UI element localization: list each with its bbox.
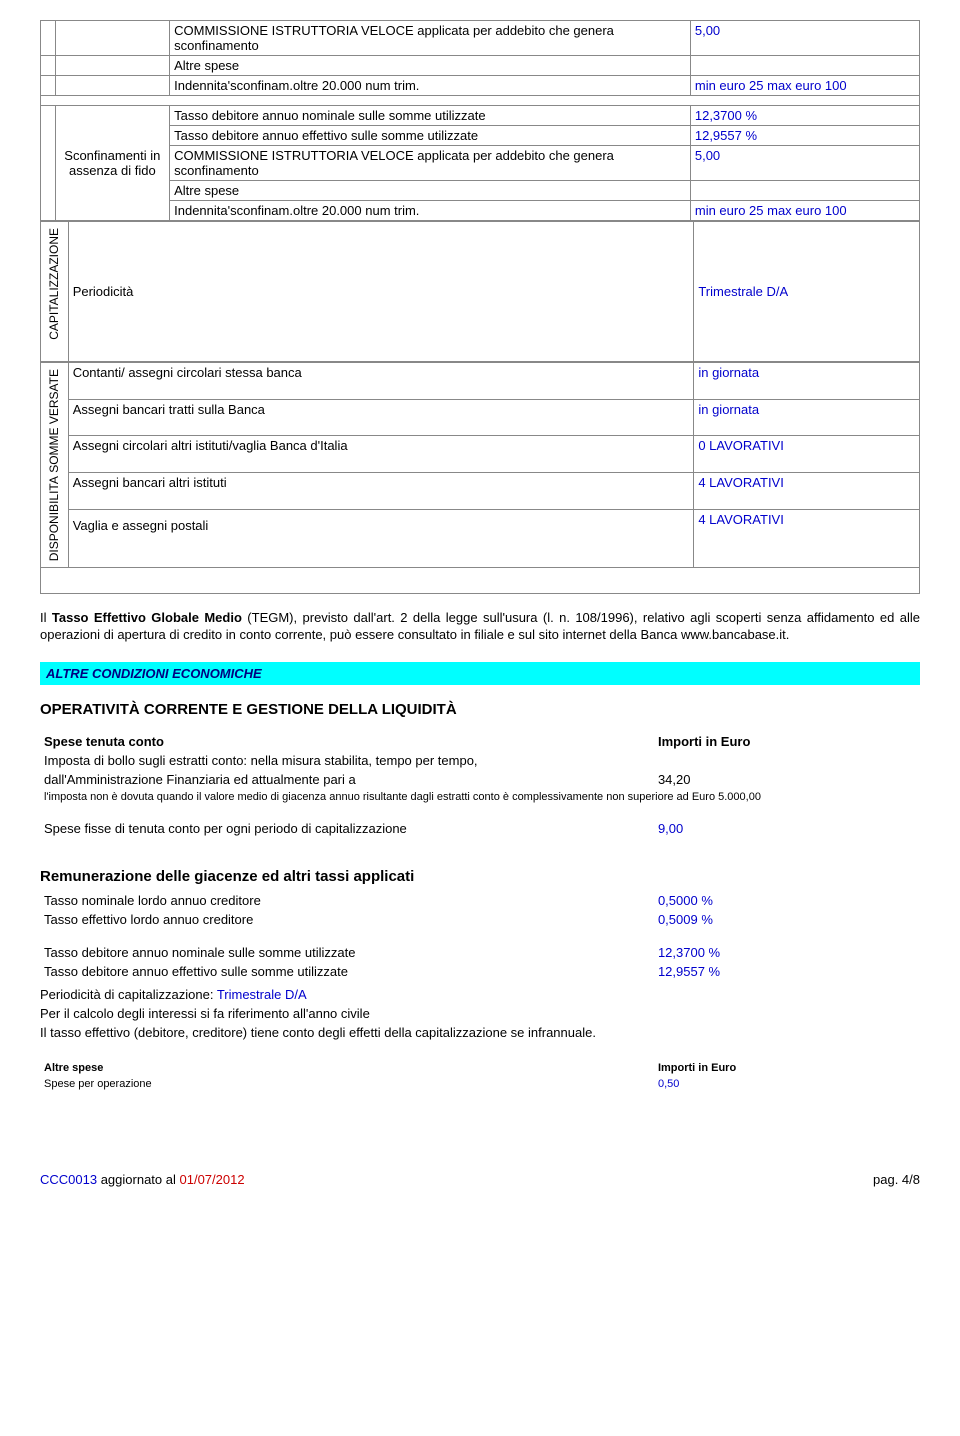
spese-fisse-label: Spese fisse di tenuta conto per ogni per… [44, 821, 407, 836]
calc-text: Per il calcolo degli interessi si fa rif… [40, 1006, 920, 1021]
disponibilita-vlabel1: DISPONIBILITA [47, 476, 61, 561]
altre-condizioni-header: ALTRE CONDIZIONI ECONOMICHE [40, 662, 920, 685]
remunerazione-title: Remunerazione delle giacenze ed altri ta… [40, 868, 920, 885]
disp-row-l: Assegni bancari altri istituti [73, 475, 227, 490]
disp-row-r: in giornata [698, 365, 759, 380]
footer-text: aggiornato al [97, 1172, 179, 1187]
indennita2-value: min euro 25 max euro 100 [695, 203, 847, 218]
indennita2-label: Indennita'sconfinam.oltre 20.000 num tri… [174, 203, 419, 218]
spese-op-label: Spese per operazione [44, 1078, 152, 1090]
disp-row-l: Assegni circolari altri istituti/vaglia … [73, 438, 348, 453]
imposta-line1: Imposta di bollo sugli estratti conto: n… [44, 753, 478, 768]
footer-page: pag. 4/8 [873, 1172, 920, 1187]
periodicita-value: Trimestrale D/A [698, 284, 788, 299]
spese-fisse-value: 9,00 [658, 821, 683, 836]
tasso-effettivo-label: Tasso debitore annuo effettivo sulle som… [174, 128, 478, 143]
altre-spese-title: Altre spese [44, 1062, 103, 1074]
commission2-value: 5,00 [695, 148, 720, 163]
indennita-label: Indennita'sconfinam.oltre 20.000 num tri… [174, 78, 419, 93]
disp-row-r: 4 LAVORATIVI [698, 512, 784, 527]
imposta-line2: dall'Amministrazione Finanziaria ed attu… [44, 772, 356, 787]
imposta-note: l'imposta non è dovuta quando il valore … [44, 791, 761, 803]
tegm-paragraph: Il Tasso Effettivo Globale Medio (TEGM),… [40, 610, 920, 644]
spese-tenuta-table: Spese tenuta conto Importi in Euro Impos… [40, 732, 920, 805]
rem-row-l: Tasso debitore annuo effettivo sulle som… [44, 964, 348, 979]
disponibilita-vlabel2: SOMME VERSATE [47, 369, 61, 473]
altre-spese-importi: Importi in Euro [658, 1062, 736, 1074]
footer-code: CCC0013 [40, 1172, 97, 1187]
imposta-value: 34,20 [658, 772, 691, 787]
spese-tenuta-title: Spese tenuta conto [44, 734, 164, 749]
importi-header: Importi in Euro [658, 734, 750, 749]
rem-row-r: 0,5000 % [658, 893, 713, 908]
tegm-bold: Tasso Effettivo Globale Medio [52, 610, 242, 625]
rem-row-l: Tasso debitore annuo nominale sulle somm… [44, 945, 355, 960]
rem-row-r: 12,3700 % [658, 945, 720, 960]
remunerazione-table2: Tasso debitore annuo nominale sulle somm… [40, 943, 920, 981]
spese-fisse-table: Spese fisse di tenuta conto per ogni per… [40, 819, 920, 838]
footer-date: 01/07/2012 [180, 1172, 245, 1187]
disponibilita-table: DISPONIBILITA SOMME VERSATE Contanti/ as… [40, 362, 920, 594]
rem-row-r: 0,5009 % [658, 912, 713, 927]
remunerazione-table1: Tasso nominale lordo annuo creditore 0,5… [40, 891, 920, 929]
disp-row-r: 0 LAVORATIVI [698, 438, 784, 453]
rem-row-l: Tasso nominale lordo annuo creditore [44, 893, 261, 908]
rem-row-l: Tasso effettivo lordo annuo creditore [44, 912, 253, 927]
disp-row-r: in giornata [698, 402, 759, 417]
altre-spese2-label: Altre spese [174, 183, 239, 198]
commission2-label: COMMISSIONE ISTRUTTORIA VELOCE applicata… [174, 148, 614, 178]
operativita-header: OPERATIVITÀ CORRENTE E GESTIONE DELLA LI… [40, 701, 920, 718]
page-footer: CCC0013 aggiornato al 01/07/2012 pag. 4/… [40, 1172, 920, 1187]
tasso-effettivo-value: 12,9557 % [695, 128, 757, 143]
tasso-nominale-label: Tasso debitore annuo nominale sulle somm… [174, 108, 485, 123]
indennita-value: min euro 25 max euro 100 [695, 78, 847, 93]
commission-text: COMMISSIONE ISTRUTTORIA VELOCE applicata… [174, 23, 614, 53]
periodicita-label: Periodicità [73, 284, 134, 299]
tasso-nominale-value: 12,3700 % [695, 108, 757, 123]
periodicita-table: CAPITALIZZAZIONE Periodicità Trimestrale… [40, 221, 920, 362]
cap-label: Periodicità di capitalizzazione: [40, 987, 217, 1002]
disp-row-r: 4 LAVORATIVI [698, 475, 784, 490]
sconfinamenti-label: Sconfinamenti in assenza di fido [64, 148, 160, 178]
altre-spese-table: Altre spese Importi in Euro Spese per op… [40, 1060, 920, 1092]
altre-spese-label: Altre spese [174, 58, 239, 73]
eff-text: Il tasso effettivo (debitore, creditore)… [40, 1025, 920, 1040]
spese-op-value: 0,50 [658, 1078, 679, 1090]
cap-value: Trimestrale D/A [217, 987, 307, 1002]
capitalizzazione-vlabel: CAPITALIZZAZIONE [45, 224, 63, 344]
disp-row-l: Vaglia e assegni postali [73, 518, 209, 533]
commission-value: 5,00 [695, 23, 720, 38]
disp-row-l: Contanti/ assegni circolari stessa banca [73, 365, 302, 380]
disp-row-l: Assegni bancari tratti sulla Banca [73, 402, 265, 417]
top-commission-table: COMMISSIONE ISTRUTTORIA VELOCE applicata… [40, 20, 920, 221]
rem-row-r: 12,9557 % [658, 964, 720, 979]
